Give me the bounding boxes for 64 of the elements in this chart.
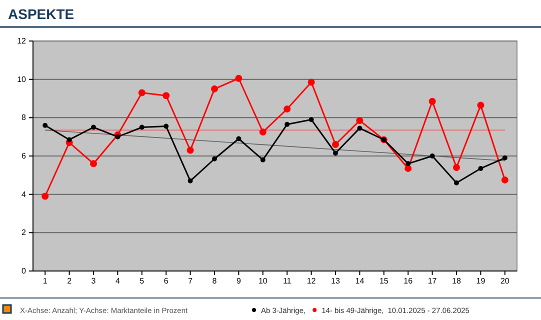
x-tick-label: 18 — [452, 276, 462, 286]
point — [284, 122, 290, 127]
x-tick-label: 9 — [236, 276, 242, 286]
x-tick-label: 8 — [212, 276, 218, 286]
x-tick-label: 10 — [258, 276, 268, 286]
point — [453, 164, 460, 171]
point — [356, 117, 364, 124]
point — [164, 124, 169, 129]
point — [477, 102, 484, 109]
point — [138, 89, 146, 96]
point — [501, 176, 508, 184]
point — [90, 160, 97, 168]
point — [332, 141, 339, 148]
x-tick-label: 7 — [188, 276, 194, 286]
point — [259, 128, 266, 136]
point — [139, 124, 144, 130]
chart-title: ASPEKTE — [8, 6, 74, 22]
point — [186, 146, 194, 154]
point — [162, 92, 170, 100]
y-tick-label: 6 — [22, 152, 27, 161]
x-tick-label: 12 — [306, 276, 316, 286]
x-tick-label: 11 — [282, 276, 292, 286]
point — [284, 106, 291, 113]
point — [478, 166, 484, 171]
point — [188, 178, 193, 184]
point — [454, 180, 459, 186]
point — [42, 122, 48, 128]
y-tick-label: 8 — [22, 113, 27, 122]
point — [357, 126, 362, 131]
point — [333, 150, 338, 156]
point — [430, 154, 435, 158]
x-tick-label: 19 — [476, 276, 486, 286]
point — [235, 74, 242, 82]
point — [308, 78, 315, 86]
point — [406, 161, 411, 166]
x-tick-label: 20 — [500, 276, 510, 286]
point — [260, 157, 266, 162]
point — [66, 137, 72, 142]
y-tick-label: 4 — [22, 190, 27, 199]
x-tick-label: 5 — [140, 276, 145, 286]
point — [428, 98, 436, 105]
x-tick-label: 17 — [428, 276, 438, 286]
x-tick-label: 15 — [379, 276, 389, 286]
point — [42, 192, 49, 200]
point — [211, 85, 218, 92]
x-tick-label: 14 — [355, 276, 365, 286]
x-tick-label: 2 — [67, 276, 72, 286]
x-tick-label: 6 — [164, 276, 169, 286]
x-tick-label: 3 — [91, 276, 96, 286]
x-tick-label: 4 — [115, 276, 120, 286]
y-tick-label: 0 — [22, 266, 27, 276]
x-tick-label: 16 — [404, 276, 414, 286]
point — [236, 136, 242, 142]
point — [502, 155, 508, 160]
point — [115, 134, 120, 140]
point — [212, 156, 217, 162]
point — [91, 124, 96, 130]
y-tick-label: 12 — [17, 36, 27, 46]
x-tick-label: 13 — [331, 276, 340, 286]
point — [308, 117, 314, 122]
y-tick-label: 2 — [22, 228, 27, 238]
y-tick-label: 10 — [17, 74, 27, 84]
point — [404, 164, 412, 172]
x-tick-label: 1 — [42, 276, 48, 286]
